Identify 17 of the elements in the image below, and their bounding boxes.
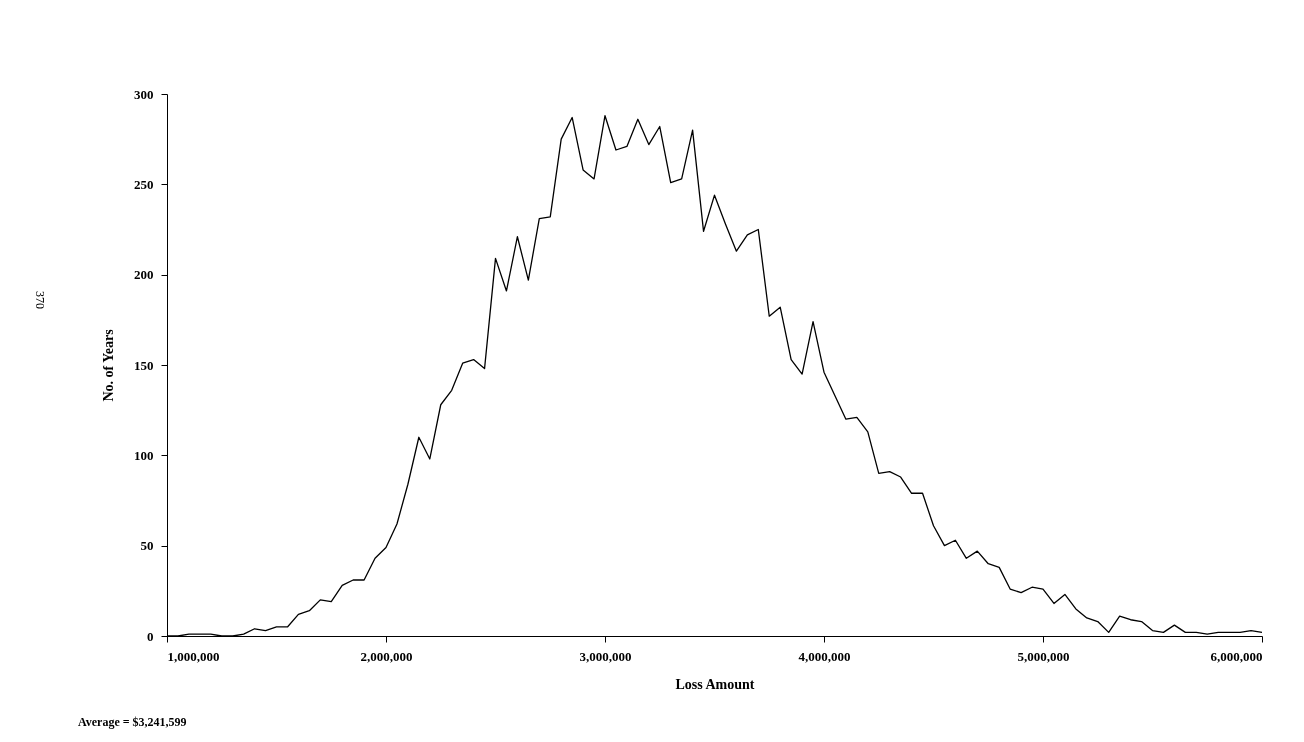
x-axis-title: Loss Amount bbox=[675, 676, 755, 692]
y-axis-title: No. of Years bbox=[101, 328, 116, 402]
y-tick-label: 200 bbox=[134, 267, 154, 283]
x-tick-label: 6,000,000 bbox=[1210, 648, 1263, 664]
x-tick-label: 4,000,000 bbox=[798, 648, 851, 664]
y-tick-label: 300 bbox=[134, 86, 154, 102]
x-tick-label: 5,000,000 bbox=[1017, 648, 1070, 664]
y-tick-label: 150 bbox=[134, 357, 154, 373]
x-tick-label: 3,000,000 bbox=[579, 648, 632, 664]
y-tick-label: 50 bbox=[140, 538, 154, 554]
y-tick-label: 100 bbox=[134, 447, 154, 463]
text: 370 bbox=[33, 291, 47, 309]
x-tick-label: 2,000,000 bbox=[360, 648, 413, 664]
y-tick-label: 0 bbox=[147, 628, 154, 644]
y-tick-label: 250 bbox=[134, 176, 154, 192]
text: Average = $3,241,599 bbox=[78, 715, 187, 729]
x-tick-label: 1,000,000 bbox=[167, 648, 220, 664]
